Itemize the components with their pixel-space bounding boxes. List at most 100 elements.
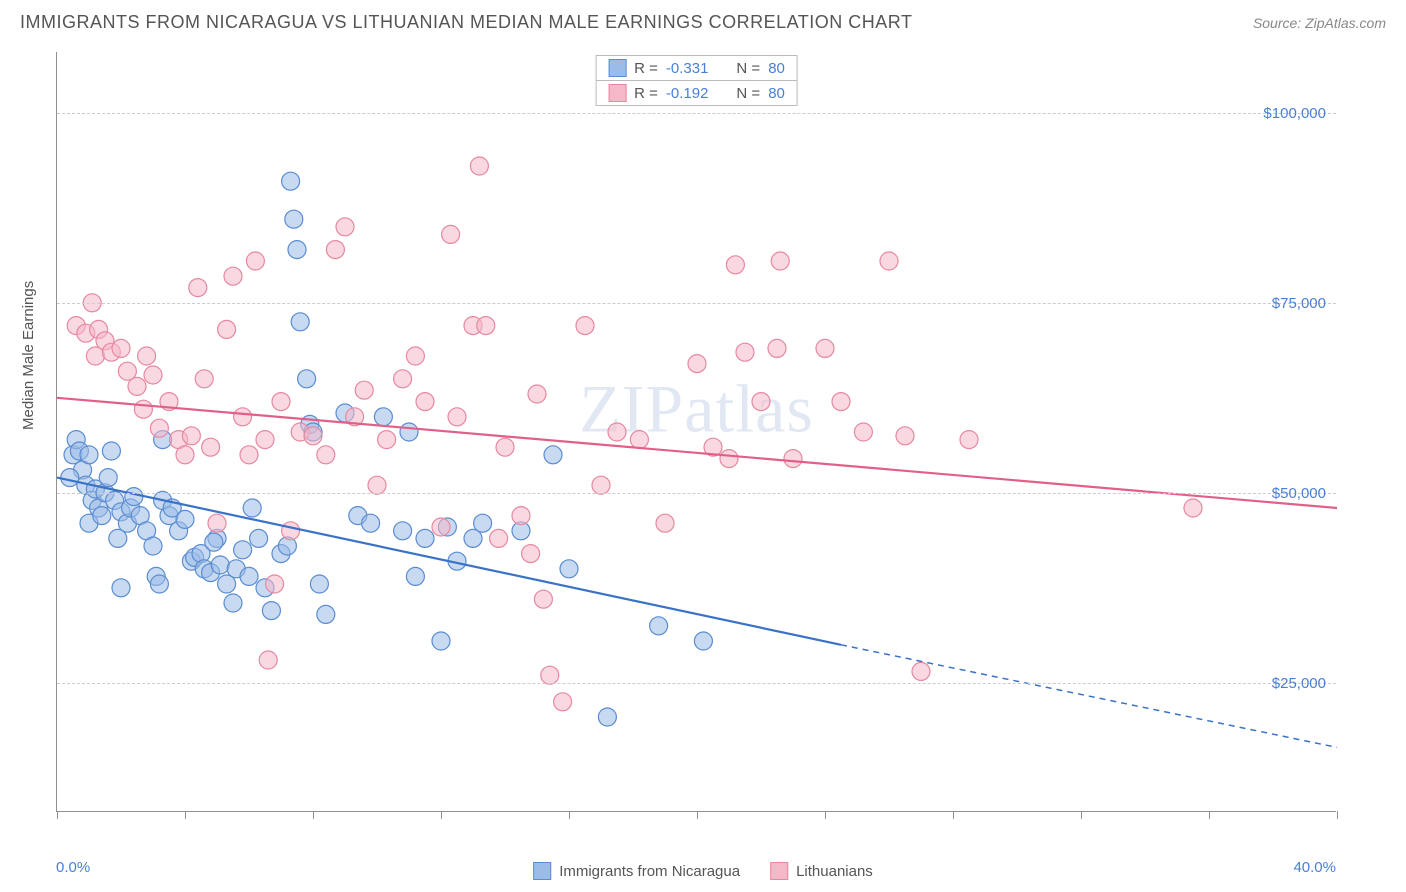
data-point bbox=[182, 427, 200, 445]
data-point bbox=[317, 446, 335, 464]
legend-item: Lithuanians bbox=[770, 862, 873, 880]
legend-row: R = -0.192N = 80 bbox=[596, 81, 797, 105]
data-point bbox=[362, 514, 380, 532]
data-point bbox=[246, 252, 264, 270]
data-point bbox=[208, 514, 226, 532]
data-point bbox=[202, 438, 220, 456]
data-point bbox=[282, 522, 300, 540]
data-point bbox=[416, 529, 434, 547]
y-tick-label: $100,000 bbox=[1263, 105, 1326, 122]
data-point bbox=[250, 529, 268, 547]
data-point bbox=[912, 662, 930, 680]
data-point bbox=[282, 172, 300, 190]
data-point bbox=[240, 446, 258, 464]
data-point bbox=[832, 393, 850, 411]
data-point bbox=[854, 423, 872, 441]
data-point bbox=[784, 450, 802, 468]
x-tick bbox=[697, 811, 698, 819]
data-point bbox=[768, 339, 786, 357]
data-point bbox=[736, 343, 754, 361]
data-point bbox=[109, 529, 127, 547]
y-tick-label: $50,000 bbox=[1272, 485, 1326, 502]
data-point bbox=[256, 431, 274, 449]
data-point bbox=[224, 594, 242, 612]
correlation-legend: R = -0.331N = 80R = -0.192 N = 80 bbox=[595, 55, 798, 106]
data-point bbox=[1184, 499, 1202, 517]
data-point bbox=[355, 381, 373, 399]
data-point bbox=[541, 666, 559, 684]
data-point bbox=[298, 370, 316, 388]
data-point bbox=[432, 518, 450, 536]
y-axis-label: Median Male Earnings bbox=[20, 281, 37, 430]
data-point bbox=[592, 476, 610, 494]
data-point bbox=[61, 469, 79, 487]
data-point bbox=[400, 423, 418, 441]
data-point bbox=[416, 393, 434, 411]
data-point bbox=[896, 427, 914, 445]
legend-n-label: N = bbox=[736, 85, 760, 102]
legend-swatch bbox=[608, 84, 626, 102]
legend-r-value: -0.192 bbox=[666, 85, 709, 102]
data-point bbox=[560, 560, 578, 578]
data-point bbox=[448, 408, 466, 426]
data-point bbox=[224, 267, 242, 285]
scatter-plot-svg bbox=[57, 52, 1336, 811]
data-point bbox=[522, 545, 540, 563]
data-point bbox=[512, 507, 530, 525]
trend-line-extrapolated bbox=[841, 645, 1337, 748]
x-tick bbox=[313, 811, 314, 819]
x-tick bbox=[953, 811, 954, 819]
x-tick bbox=[569, 811, 570, 819]
legend-swatch bbox=[533, 862, 551, 880]
data-point bbox=[720, 450, 738, 468]
data-point bbox=[291, 313, 309, 331]
data-point bbox=[310, 575, 328, 593]
legend-n-value: 80 bbox=[768, 60, 785, 77]
data-point bbox=[125, 488, 143, 506]
data-point bbox=[771, 252, 789, 270]
data-point bbox=[176, 446, 194, 464]
x-tick bbox=[1209, 811, 1210, 819]
x-tick bbox=[185, 811, 186, 819]
data-point bbox=[272, 393, 290, 411]
legend-r-label: R = bbox=[634, 60, 658, 77]
data-point bbox=[432, 632, 450, 650]
gridline bbox=[57, 303, 1336, 304]
data-point bbox=[240, 567, 258, 585]
data-point bbox=[326, 241, 344, 259]
data-point bbox=[496, 438, 514, 456]
trend-line bbox=[57, 478, 841, 645]
data-point bbox=[243, 499, 261, 517]
x-tick bbox=[441, 811, 442, 819]
legend-swatch bbox=[608, 59, 626, 77]
x-tick bbox=[825, 811, 826, 819]
data-point bbox=[368, 476, 386, 494]
data-point bbox=[99, 469, 117, 487]
legend-label: Immigrants from Nicaragua bbox=[559, 863, 740, 880]
x-axis-left-label: 0.0% bbox=[56, 859, 90, 876]
data-point bbox=[470, 157, 488, 175]
data-point bbox=[285, 210, 303, 228]
data-point bbox=[394, 370, 412, 388]
x-tick bbox=[1337, 811, 1338, 819]
data-point bbox=[288, 241, 306, 259]
data-point bbox=[490, 529, 508, 547]
data-point bbox=[752, 393, 770, 411]
data-point bbox=[630, 431, 648, 449]
data-point bbox=[554, 693, 572, 711]
data-point bbox=[374, 408, 392, 426]
legend-n-value: 80 bbox=[768, 85, 785, 102]
data-point bbox=[656, 514, 674, 532]
chart-plot-area: ZIPatlas R = -0.331N = 80R = -0.192N = 8… bbox=[56, 52, 1336, 812]
data-point bbox=[534, 590, 552, 608]
data-point bbox=[144, 537, 162, 555]
chart-source: Source: ZipAtlas.com bbox=[1253, 15, 1386, 31]
data-point bbox=[205, 533, 223, 551]
data-point bbox=[598, 708, 616, 726]
data-point bbox=[138, 347, 156, 365]
data-point bbox=[93, 507, 111, 525]
legend-n-label: N = bbox=[736, 60, 760, 77]
data-point bbox=[960, 431, 978, 449]
legend-row: R = -0.331N = 80 bbox=[596, 56, 797, 81]
data-point bbox=[726, 256, 744, 274]
